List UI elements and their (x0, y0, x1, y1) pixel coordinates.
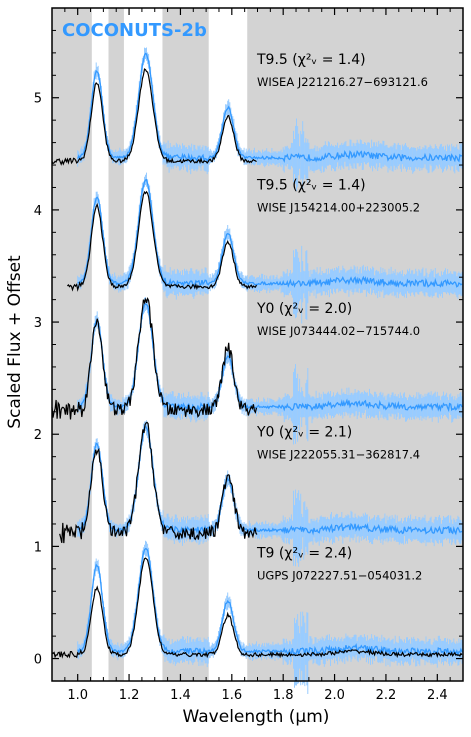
y-tick-label: 4 (34, 204, 42, 219)
shaded-band (162, 8, 209, 681)
x-tick-label: 2.0 (324, 688, 345, 703)
chart-title: COCONUTS-2b (62, 20, 207, 41)
panel-labels: T9.5 (χ²ᵥ = 1.4) WISEA J221216.27−693121.… (256, 52, 428, 583)
telluric-bands (52, 8, 463, 681)
template-spectrum (59, 421, 258, 544)
panel-object-name: WISE J222055.31−362817.4 (257, 447, 420, 461)
panel-object-name: UGPS J072227.51−054031.2 (257, 569, 422, 583)
panel-type-label: T9.5 (χ²ᵥ = 1.4) (256, 52, 366, 68)
spectrum-panel (51, 296, 463, 445)
template-spectrum (51, 557, 463, 659)
spectra-series (51, 47, 463, 694)
shaded-band (52, 8, 92, 681)
shaded-band (247, 8, 463, 681)
axis-ticks: 1.0 1.2 1.4 1.6 1.8 2.0 2.2 2.4 0 1 2 3 4 5 (34, 8, 464, 703)
y-tick-label: 2 (34, 428, 42, 443)
panel-object-name: WISE J154214.00+223005.2 (257, 201, 420, 215)
template-spectrum (66, 190, 258, 292)
template-spectrum (51, 68, 257, 166)
target-spectrum (77, 52, 463, 164)
panel-type-label: T9.5 (χ²ᵥ = 1.4) (256, 178, 366, 194)
panel-type-label: Y0 (χ²ᵥ = 2.0) (256, 301, 352, 317)
x-axis-label: Wavelength (μm) (183, 707, 330, 727)
spectrum-panel (51, 540, 463, 694)
y-axis-label: Scaled Flux + Offset (5, 255, 25, 429)
spectrum-panel (66, 172, 463, 324)
template-spectrum (51, 296, 258, 420)
spectrum-panel (59, 420, 463, 567)
shaded-band (108, 8, 124, 681)
x-tick-label: 1.4 (170, 688, 191, 703)
x-tick-label: 1.8 (273, 688, 294, 703)
x-tick-label: 2.2 (376, 688, 397, 703)
y-tick-label: 0 (34, 653, 42, 668)
target-spectrum (77, 178, 463, 289)
y-tick-label: 1 (34, 540, 42, 555)
panel-object-name: WISE J073444.02−715744.0 (257, 324, 420, 338)
panel-type-label: T9 (χ²ᵥ = 2.4) (256, 546, 352, 562)
y-tick-label: 5 (34, 92, 42, 107)
x-tick-label: 1.0 (67, 688, 88, 703)
panel-object-name: WISEA J221216.27−693121.6 (257, 75, 428, 89)
spectrum-panel (51, 47, 463, 191)
x-tick-label: 1.6 (221, 688, 242, 703)
y-tick-label: 3 (34, 316, 42, 331)
panel-type-label: Y0 (χ²ᵥ = 2.1) (256, 424, 352, 440)
x-tick-label: 1.2 (119, 688, 140, 703)
x-tick-label: 2.4 (427, 688, 448, 703)
